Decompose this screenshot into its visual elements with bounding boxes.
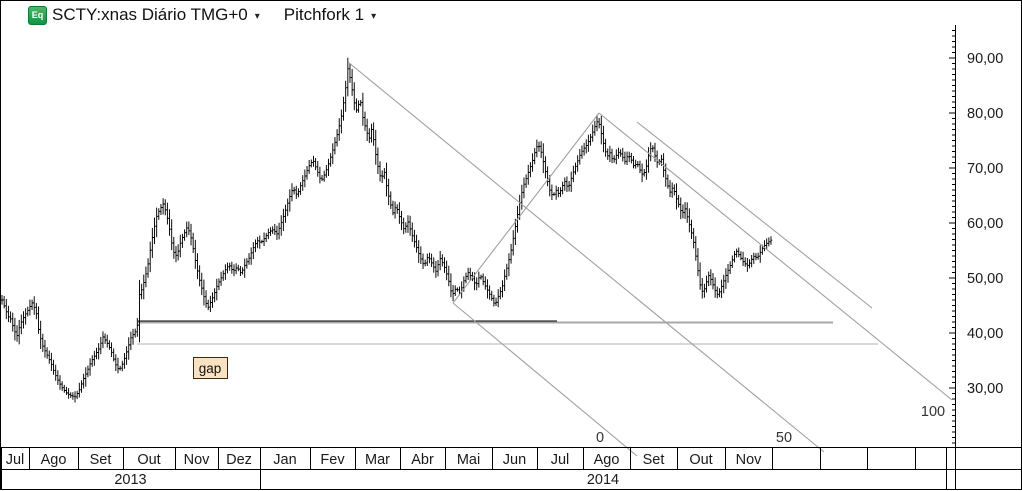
- pitchfork-level-label-50: 50: [776, 430, 792, 446]
- ohlc-bars: [0, 57, 773, 403]
- gap-annotation-box[interactable]: [193, 357, 228, 379]
- price-axis-label: 30,00: [967, 381, 1003, 397]
- month-label: Set: [90, 452, 112, 468]
- price-axis[interactable]: 90,00 80,00 70,00 60,00 50,00 40,00 30,00: [949, 25, 1003, 489]
- price-axis-label: 60,00: [967, 216, 1003, 232]
- month-label: Jul: [551, 452, 570, 468]
- pitchfork-tool-label: Pitchfork 1: [283, 5, 365, 24]
- month-label: Set: [643, 452, 665, 468]
- month-label: Out: [137, 452, 160, 468]
- symbol-title-dropdown[interactable]: SCTY:xnas Diário TMG+0 ▾: [52, 5, 260, 25]
- month-label: Jul: [6, 452, 25, 468]
- chart-header: Eq SCTY:xnas Diário TMG+0 ▾ Pitchfork 1 …: [28, 3, 376, 27]
- month-label: Mai: [457, 452, 480, 468]
- time-axis[interactable]: Jul Ago Set Out Nov Dez Jan Fev Mar Abr Mai Jun Jul A…: [0, 447, 1022, 489]
- month-label: Jun: [503, 452, 526, 468]
- month-label: Ago: [41, 452, 67, 468]
- price-axis-label: 40,00: [967, 326, 1003, 342]
- pitchfork-level-label-0: 0: [596, 430, 604, 446]
- pitchfork-drawing[interactable]: 0 50 100: [347, 61, 953, 457]
- price-axis-label: 80,00: [967, 106, 1003, 122]
- chevron-down-icon: ▾: [254, 10, 260, 22]
- horizontal-level-lines[interactable]: [137, 320, 878, 345]
- month-label: Nov: [184, 452, 211, 468]
- month-label: Dez: [226, 452, 252, 468]
- price-axis-label: 50,00: [967, 271, 1003, 287]
- pitchfork-upper-tine[interactable]: [598, 112, 953, 401]
- symbol-title-label: SCTY:xnas Diário TMG+0: [52, 5, 248, 24]
- pitchfork-handle-line[interactable]: [452, 112, 600, 304]
- pitchfork-lower-tine[interactable]: [452, 302, 638, 457]
- pitchfork-level-label-100: 100: [921, 404, 945, 420]
- price-axis-label: 90,00: [967, 51, 1003, 67]
- year-label: 2013: [114, 472, 146, 488]
- month-label: Abr: [411, 452, 434, 468]
- month-label: Fev: [320, 452, 345, 468]
- pitchfork-warning-line[interactable]: [636, 121, 873, 309]
- year-label: 2014: [587, 472, 619, 488]
- price-axis-label: 70,00: [967, 161, 1003, 177]
- equity-type-badge: Eq: [28, 5, 47, 25]
- month-label: Out: [689, 452, 712, 468]
- pitchfork-median-line[interactable]: [347, 61, 825, 453]
- gap-annotation[interactable]: gap: [193, 357, 228, 379]
- month-label: Jan: [273, 452, 296, 468]
- pitchfork-tool-dropdown[interactable]: Pitchfork 1 ▾: [284, 5, 376, 25]
- gap-annotation-label: gap: [199, 361, 222, 376]
- month-label: Mar: [365, 452, 390, 468]
- month-label: Ago: [594, 452, 620, 468]
- chevron-down-icon: ▾: [371, 10, 377, 22]
- month-label: Nov: [736, 452, 763, 468]
